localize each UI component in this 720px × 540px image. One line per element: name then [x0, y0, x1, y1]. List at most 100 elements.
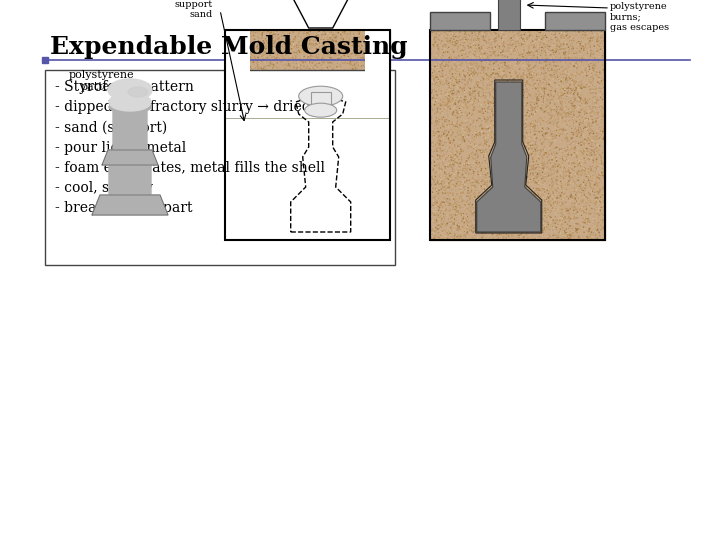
Point	[568, 166, 580, 174]
Point	[314, 211, 325, 219]
Point	[294, 200, 305, 208]
Point	[558, 125, 570, 133]
Point	[462, 190, 474, 198]
Point	[246, 228, 257, 237]
Point	[570, 137, 581, 145]
Point	[582, 232, 593, 241]
Point	[297, 48, 309, 56]
Point	[513, 39, 524, 48]
Point	[481, 100, 492, 109]
Point	[296, 217, 307, 226]
Point	[314, 38, 325, 47]
Point	[245, 50, 256, 59]
Point	[515, 86, 526, 95]
Point	[557, 154, 568, 163]
Point	[233, 143, 245, 152]
Point	[222, 62, 234, 71]
Point	[507, 40, 518, 49]
Point	[287, 186, 299, 195]
Point	[532, 189, 544, 198]
Point	[436, 55, 448, 64]
Point	[482, 80, 494, 89]
Point	[495, 218, 506, 227]
Point	[315, 118, 327, 126]
Point	[469, 207, 481, 216]
Point	[562, 120, 573, 129]
Point	[459, 137, 470, 146]
Point	[517, 162, 528, 171]
Point	[367, 185, 379, 193]
Point	[448, 83, 459, 91]
Point	[284, 219, 296, 228]
Point	[498, 125, 509, 133]
Bar	[430, 12, 490, 30]
Point	[553, 118, 564, 126]
Point	[378, 36, 390, 45]
Polygon shape	[281, 0, 361, 28]
Point	[356, 197, 368, 206]
Point	[500, 99, 511, 108]
Point	[550, 66, 562, 75]
Point	[452, 205, 464, 213]
Point	[356, 126, 367, 135]
Point	[275, 35, 287, 43]
Point	[314, 130, 325, 138]
Point	[534, 186, 545, 195]
Point	[288, 120, 300, 129]
Point	[365, 233, 377, 241]
Point	[262, 102, 274, 110]
Point	[320, 97, 332, 106]
Point	[375, 55, 387, 64]
Point	[452, 133, 464, 142]
Point	[514, 185, 526, 193]
Point	[496, 144, 508, 152]
Point	[279, 222, 290, 231]
Point	[485, 29, 496, 37]
Point	[498, 103, 509, 111]
Point	[253, 151, 264, 160]
Point	[433, 81, 445, 90]
Point	[454, 161, 466, 170]
Point	[574, 96, 585, 105]
Point	[485, 177, 497, 186]
Point	[324, 179, 336, 188]
Point	[559, 213, 571, 221]
Point	[319, 183, 330, 191]
Point	[455, 147, 467, 156]
Point	[445, 72, 456, 81]
Point	[575, 84, 586, 92]
Point	[243, 104, 254, 113]
Point	[433, 202, 444, 211]
Point	[333, 198, 345, 206]
Point	[536, 193, 547, 201]
Point	[592, 193, 603, 202]
Point	[518, 233, 530, 241]
Point	[440, 60, 451, 69]
Point	[494, 44, 505, 53]
Point	[364, 186, 375, 195]
Point	[262, 184, 274, 192]
Point	[578, 228, 590, 237]
Point	[238, 119, 250, 128]
Point	[513, 114, 525, 123]
Point	[487, 201, 499, 210]
Point	[303, 118, 315, 126]
Point	[479, 208, 490, 217]
Point	[461, 133, 472, 142]
Point	[597, 171, 608, 180]
Point	[598, 143, 609, 151]
Point	[552, 119, 564, 127]
Point	[362, 145, 374, 153]
Point	[544, 138, 555, 146]
Point	[279, 107, 290, 116]
Point	[598, 224, 610, 233]
Point	[236, 51, 248, 59]
Point	[535, 89, 546, 98]
Point	[501, 84, 513, 93]
Point	[351, 164, 363, 172]
Point	[354, 60, 365, 69]
Point	[573, 82, 585, 91]
Point	[537, 158, 549, 167]
Point	[230, 94, 241, 103]
Point	[541, 57, 552, 65]
